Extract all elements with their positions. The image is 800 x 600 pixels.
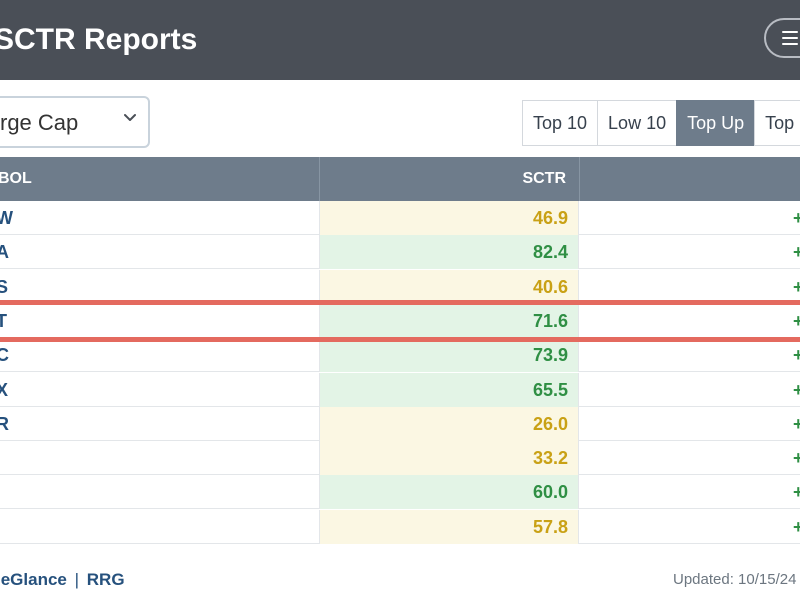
symbol-link[interactable]: S (0, 276, 9, 297)
symbol-link[interactable]: T (0, 310, 7, 331)
tab-top-up[interactable]: Top Up (676, 100, 756, 146)
table-row[interactable]: 33.2 + (0, 441, 800, 476)
change-value: + (793, 242, 800, 263)
symbol-link[interactable]: W (0, 208, 13, 228)
app-header: SCTR Reports (0, 0, 800, 80)
updated-timestamp: Updated: 10/15/24 (673, 571, 797, 588)
column-divider (319, 157, 320, 201)
sctr-value: 33.2 (319, 441, 579, 476)
footer-link-glance[interactable]: leGlance (0, 570, 67, 589)
column-header-sctr[interactable]: SCTR (522, 170, 566, 187)
sctr-value: 60.0 (319, 475, 579, 510)
change-value: + (793, 516, 800, 537)
change-value: + (793, 413, 800, 434)
sctr-value: 73.9 (319, 338, 579, 373)
table-row[interactable]: 57.8 + (0, 509, 800, 544)
sctr-value: 46.9 (319, 201, 579, 235)
symbol-link[interactable]: R (0, 413, 9, 434)
page-title: SCTR Reports (0, 23, 198, 56)
symbol-link[interactable]: X (0, 379, 9, 400)
highlight-marker-top (0, 300, 800, 305)
tab-top-10[interactable]: Top 10 (522, 100, 599, 146)
sctr-value: 71.6 (319, 303, 579, 338)
change-value: + (793, 379, 800, 400)
footer-separator: | (74, 570, 80, 589)
footer-link-rrg[interactable]: RRG (86, 570, 125, 589)
tab-low-10[interactable]: Low 10 (597, 100, 678, 146)
change-value: + (793, 345, 800, 366)
range-tabs: Top 10 Low 10 Top Up Top D (522, 100, 800, 146)
chevron-down-icon (124, 114, 136, 121)
change-value: + (793, 276, 800, 297)
table-header: BOL SCTR (0, 157, 800, 201)
tab-top-down[interactable]: Top D (754, 100, 800, 146)
footer-links: leGlance | RRG (0, 570, 125, 590)
symbol-link[interactable]: C (0, 345, 9, 366)
change-value: + (793, 310, 800, 331)
sctr-value: 57.8 (319, 509, 579, 544)
table-row[interactable]: C 73.9 + (0, 338, 800, 373)
sctr-value: 65.5 (319, 372, 579, 407)
change-value: + (793, 208, 800, 228)
sctr-value: 82.4 (319, 235, 579, 270)
menu-button[interactable] (764, 18, 800, 58)
change-value: + (793, 448, 800, 469)
table-row[interactable]: 60.0 + (0, 475, 800, 510)
table-row[interactable]: W 46.9 + (0, 201, 800, 235)
sctr-value: 40.6 (319, 269, 579, 304)
column-divider (579, 157, 580, 201)
table-row[interactable]: S 40.6 + (0, 269, 800, 304)
table-row[interactable]: A 82.4 + (0, 235, 800, 270)
column-header-symbol[interactable]: BOL (0, 170, 32, 187)
market-cap-select[interactable]: rge Cap (0, 96, 150, 148)
highlight-marker-bottom (0, 337, 800, 342)
table-row[interactable]: T 71.6 + (0, 303, 800, 338)
table-row[interactable]: R 26.0 + (0, 406, 800, 441)
symbol-link[interactable]: A (0, 242, 9, 263)
select-value: rge Cap (0, 110, 79, 135)
sctr-value: 26.0 (319, 406, 579, 441)
change-value: + (793, 482, 800, 503)
hamburger-menu-icon (782, 31, 798, 45)
table-row[interactable]: X 65.5 + (0, 372, 800, 407)
